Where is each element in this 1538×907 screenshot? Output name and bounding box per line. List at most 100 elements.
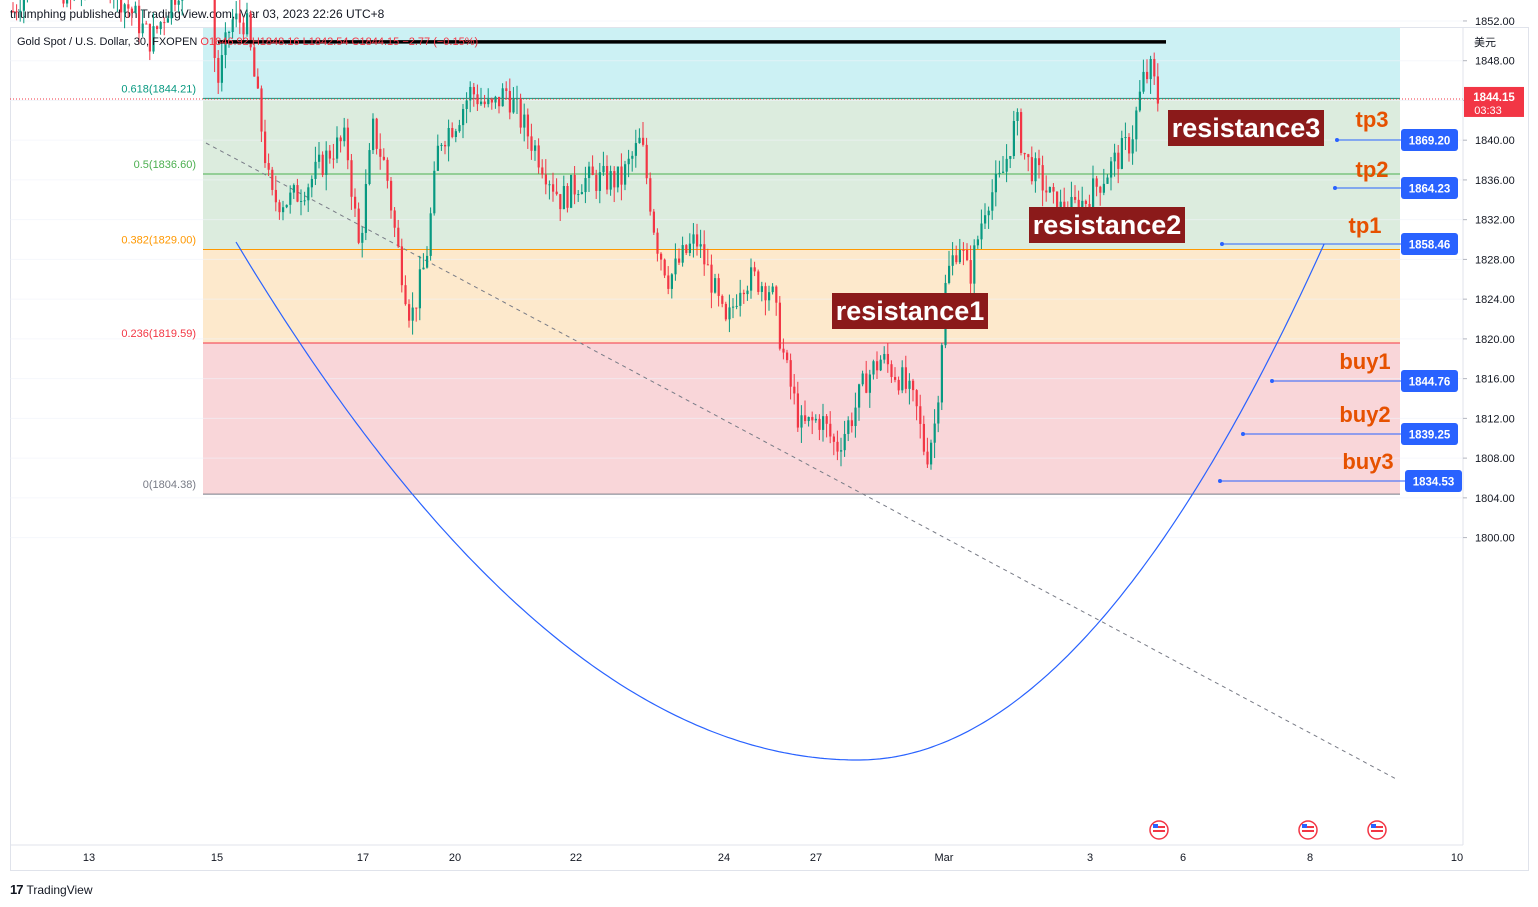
candle-body <box>562 186 565 210</box>
candle-body <box>1030 157 1033 182</box>
candle-body <box>278 202 281 213</box>
candle-body <box>811 416 814 421</box>
x-tick-label: 3 <box>1087 852 1093 864</box>
legend-change: −2.77 (−0.15%) <box>402 36 479 48</box>
flag-canton <box>1153 824 1158 828</box>
candle-body <box>498 96 501 107</box>
y-tick-label: 1816.00 <box>1475 374 1515 386</box>
annotation-buy2: buy2 <box>1339 402 1390 427</box>
tradingview-logo-icon: 17 <box>10 882 24 897</box>
candle-body <box>847 420 850 434</box>
annotation-tp3: tp3 <box>1356 107 1389 132</box>
candle-body <box>908 380 911 389</box>
price-badge-value: 1869.20 <box>1409 136 1451 148</box>
candle-body <box>292 185 295 193</box>
candle-body <box>894 377 897 380</box>
candle-body <box>606 165 609 190</box>
candle-body <box>480 101 483 105</box>
price-badge-buy3 <box>1405 470 1462 492</box>
candle-body <box>764 286 767 301</box>
candle-body <box>264 131 267 164</box>
candle-body <box>382 156 385 160</box>
candle-body <box>440 144 443 146</box>
candle-body <box>951 255 954 266</box>
candle-body <box>735 305 738 307</box>
candle-body <box>829 423 832 437</box>
x-tick-label: 20 <box>449 852 461 864</box>
candle-body <box>861 373 864 385</box>
candle-body <box>721 295 724 304</box>
candle-body <box>138 5 141 34</box>
candle-body <box>919 406 922 424</box>
candle-body <box>642 137 645 145</box>
candle-body <box>1070 196 1073 217</box>
candle-body <box>966 249 969 261</box>
candle-body <box>505 88 508 91</box>
candle-body <box>472 86 475 95</box>
x-tick-label: 13 <box>83 852 95 864</box>
resistance-label-3: resistance3 <box>1172 113 1321 143</box>
brand-label: TradingView <box>26 882 93 897</box>
candle-body <box>1106 177 1109 184</box>
candle-body <box>1016 112 1019 122</box>
candle-body <box>825 416 828 424</box>
candle-body <box>728 307 731 320</box>
tradingview-brand[interactable]: 17 TradingView <box>10 882 93 897</box>
candle-body <box>782 348 785 353</box>
fib-lines <box>203 97 1400 495</box>
candle-body <box>15 11 18 13</box>
candle-body <box>120 0 123 13</box>
chart-frame <box>10 27 1529 871</box>
candle-body <box>883 353 886 360</box>
candle-body <box>714 278 717 293</box>
candle-body <box>544 174 547 185</box>
candle-body <box>915 390 918 407</box>
candle-body <box>955 255 958 263</box>
candle-body <box>602 165 605 173</box>
candle-body <box>217 57 220 83</box>
candle-body <box>577 194 580 196</box>
price-badge-tp2 <box>1401 177 1458 199</box>
candle-body <box>541 167 544 175</box>
candle-body <box>804 415 807 422</box>
candle-body <box>177 0 180 5</box>
candle-body <box>750 267 753 291</box>
candle-body <box>123 4 126 13</box>
candle-body <box>588 166 591 179</box>
candle-body <box>757 271 760 292</box>
candle-body <box>566 186 569 208</box>
candle-body <box>213 0 216 58</box>
price-badge-value: 1844.76 <box>1409 377 1451 389</box>
candle-body <box>836 441 839 452</box>
legend-close: C1844.15 <box>351 36 400 48</box>
candle-body <box>843 433 846 451</box>
candle-body <box>487 99 490 105</box>
candle-body <box>436 145 439 171</box>
y-tick-label: 1840.00 <box>1475 135 1515 147</box>
candle-body <box>1138 91 1141 111</box>
candle-body <box>375 118 378 149</box>
x-tick-label: 27 <box>810 852 822 864</box>
candle-body <box>649 178 652 212</box>
candle-body <box>807 416 810 422</box>
candle-body <box>534 145 537 151</box>
price-badge-value: 1834.53 <box>1413 477 1455 489</box>
candle-body <box>656 232 659 254</box>
candle-body <box>1142 71 1145 92</box>
candle-body <box>296 185 299 202</box>
candle-body <box>325 150 328 175</box>
candle-body <box>854 407 857 427</box>
candle-body <box>282 207 285 213</box>
candle-body <box>159 22 162 30</box>
x-tick-label: 22 <box>570 852 582 864</box>
last-price-value: 1844.15 <box>1473 92 1515 104</box>
fib-label-2: 0.618(1844.21) <box>121 83 196 95</box>
resistance-label-2: resistance2 <box>1033 210 1182 240</box>
candle-body <box>354 196 357 209</box>
candle-body <box>703 244 706 265</box>
candle-body <box>1135 110 1138 140</box>
candle-body <box>962 249 965 251</box>
chart-grid <box>10 20 1463 539</box>
candle-body <box>879 359 882 371</box>
